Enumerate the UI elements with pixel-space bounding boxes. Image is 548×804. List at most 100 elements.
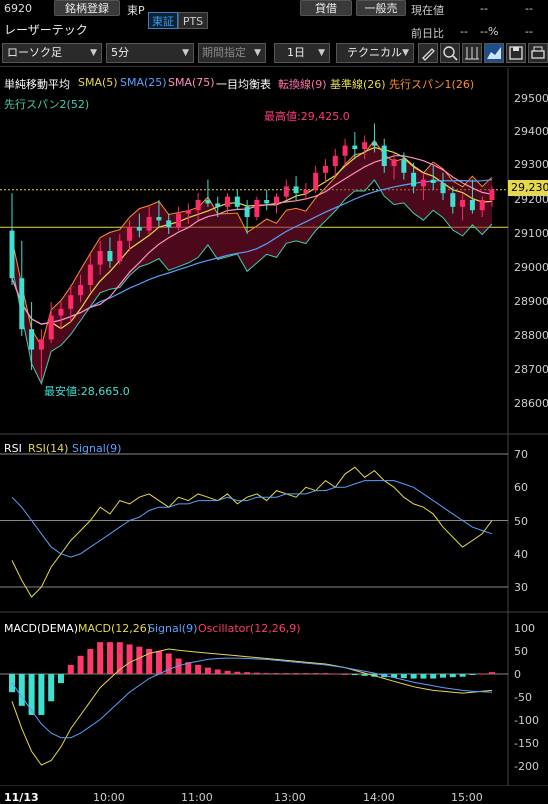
rsi-line [11,466,493,598]
macd-legend-macd: MACD(12,26) [78,622,152,635]
macd-histogram-bar [361,674,368,676]
tab-tse[interactable]: 東証 [148,12,178,29]
candle-body [195,200,201,211]
candle-body [313,172,319,190]
macd-histogram-bar [97,642,104,674]
macd-histogram-bar [351,674,358,675]
macd-histogram-bar [342,674,349,675]
macd-histogram-bar [322,673,329,675]
market-label: 東P [127,4,145,17]
sell-type-button[interactable]: 貸借 [300,0,352,16]
candle-body [136,227,142,231]
save-icon[interactable] [506,43,526,63]
macd-histogram-bar [234,671,241,674]
candle-body [342,145,348,156]
chart-type-select[interactable]: ローソク足 ▼ [2,43,102,63]
macd-histogram-bar [77,655,84,674]
rsi-legend-signal: Signal(9) [72,442,122,455]
macd-histogram-bar [18,674,25,706]
candle-body [469,200,475,211]
stock-name: レーザーテック [4,23,88,37]
interval-select[interactable]: 5分 ▼ [106,43,194,63]
time-tick: 13:00 [274,791,306,804]
macd-histogram-bar [38,674,45,715]
candle-body [215,203,221,207]
candle-body [371,142,377,146]
current-price-tag: 29,230 [508,180,548,196]
macd-histogram-bar [57,674,64,684]
candle-body [420,179,426,187]
macd-histogram-bar [126,644,133,674]
candle-body [87,264,93,285]
axis-tick: -50 [514,691,532,704]
rsi-title: RSI [4,442,22,455]
axis-tick: -150 [514,737,539,750]
period-value: 期間指定 [202,46,246,59]
price-value: -- [480,2,488,15]
macd-histogram-bar [420,674,427,679]
time-tick: 15:00 [451,791,483,804]
macd-histogram-bar [449,674,456,678]
macd-histogram-bar [263,673,270,675]
axis-tick: 28900 [514,295,548,308]
compare-icon[interactable] [462,43,482,63]
technical-button[interactable]: テクニカル ▼ [336,43,414,63]
axis-tick: 29000 [514,261,548,274]
legend-senkou2: 先行スパン2(52) [4,98,90,111]
candle-body [244,206,250,217]
axis-tick: 29200 [514,193,548,206]
macd-histogram-bar [400,674,407,679]
area-chart-icon[interactable] [484,43,504,63]
axis-tick: 30 [514,581,528,594]
change-pct: --% [480,25,499,38]
axis-tick: 50 [514,515,528,528]
tab-pts[interactable]: PTS [178,12,208,29]
high-price-annotation: 最高値:29,425.0 [264,110,350,123]
order-type-button[interactable]: 一般売 [356,0,406,16]
axis-tick: 100 [514,622,535,635]
macd-legend-osc: Oscillator(12,26,9) [198,622,301,635]
legend-senkou1: 先行スパン1(26) [389,78,475,91]
senkou-span-2-line [11,179,493,386]
axis-tick: 40 [514,548,528,561]
candle-body [166,220,172,228]
zoom-icon[interactable] [440,43,460,63]
span-select[interactable]: 1日 ▼ [274,43,330,63]
macd-histogram-bar [185,662,192,674]
macd-histogram-bar [195,664,202,674]
register-button[interactable]: 銘柄登録 [54,0,120,16]
axis-tick: 29300 [514,158,548,171]
candle-body [234,196,240,207]
stock-code: 6920 [4,2,32,15]
candle-body [146,217,152,231]
period-select[interactable]: 期間指定 ▼ [198,43,266,63]
candle-body [411,172,417,187]
draw-icon[interactable] [418,43,438,63]
candle-body [479,200,485,211]
time-tick: 10:00 [93,791,125,804]
candle-body [48,315,54,340]
candle-body [362,142,368,149]
candle-body [29,329,35,350]
axis-tick: 60 [514,481,528,494]
chart-canvas[interactable] [0,0,548,786]
technical-label: テクニカル [347,46,402,59]
macd-histogram-bar [440,674,447,678]
macd-histogram-bar [293,673,300,675]
macd-histogram-bar [48,674,55,702]
price-label: 現在値 [411,4,444,17]
change-label: 前日比 [411,27,444,40]
macd-histogram-bar [459,674,466,677]
macd-histogram-bar [489,672,495,674]
macd-histogram-bar [410,674,417,679]
rsi-legend-rsi: RSI(14) [28,442,69,455]
macd-histogram-bar [28,674,35,715]
candle-body [107,251,113,262]
price-value-2: -- [525,2,533,15]
macd-histogram-bar [302,673,309,675]
candle-body [352,145,358,149]
macd-histogram-bar [224,670,231,674]
legend-sma-title: 単純移動平均 [4,78,70,91]
macd-histogram-bar [116,642,123,674]
axis-tick: 50 [514,645,528,658]
